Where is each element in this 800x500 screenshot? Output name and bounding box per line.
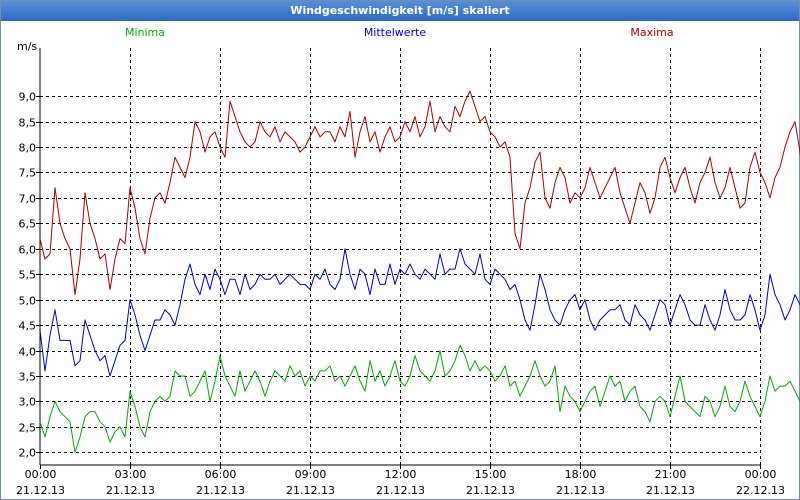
y-tick-label: 9,0 [19,91,37,104]
x-tick-date-label: 21.12.13 [106,484,155,497]
x-tick-time-label: 15:00 [475,468,507,481]
x-tick-date-label: 21.12.13 [286,484,335,497]
x-tick-time-label: 09:00 [295,468,327,481]
series-line-minima [39,344,800,453]
y-tick-label: 8,5 [19,117,37,130]
y-tick-label: 2,5 [19,422,37,435]
y-tick-label: 5,0 [19,295,37,308]
x-tick-date-label: 21.12.13 [376,484,425,497]
series-line-maxima [39,90,800,296]
x-tick-time-label: 03:00 [115,468,147,481]
x-tick-time-label: 21:00 [655,468,687,481]
series-line-mittelwerte [39,248,800,377]
y-tick-label: 7,0 [19,193,37,206]
x-tick-time-label: 12:00 [385,468,417,481]
y-tick-label: 3,0 [19,396,37,409]
legend-entry-mittelwerte: Mittelwerte [364,26,427,39]
x-tick-date-label: 21.12.13 [646,484,695,497]
y-tick-label: 4,5 [19,320,37,333]
y-tick-label: 3,5 [19,371,37,384]
x-tick-time-label: 18:00 [565,468,597,481]
legend-entry-maxima: Maxima [630,26,673,39]
wind-speed-chart: 2,0 2,5 3,0 3,5 4,0 4,5 5,0 5,5 6,0 6,5 7,0 7,5 8,0 8… [16,26,800,497]
x-tick-date-label: 21.12.13 [196,484,245,497]
x-tick-date-label: 21.12.13 [466,484,515,497]
y-tick-label: 6,5 [19,218,37,231]
x-tick-time-label: 00:00 [745,468,777,481]
y-tick-label: 6,0 [19,244,37,257]
window-title: Windgeschwindigkeit [m/s] skaliert [1,1,799,21]
y-tick-label: 7,5 [19,167,37,180]
legend-entry-minima: Minima [125,26,165,39]
x-tick-time-label: 00:00 [25,468,57,481]
x-tick-date-label: 21.12.13 [16,484,65,497]
y-tick-label: 5,5 [19,269,37,282]
y-tick-label: 4,0 [19,346,37,359]
y-tick-label: 8,0 [19,142,37,155]
x-tick-date-label: 21.12.13 [556,484,605,497]
y-tick-label: 2,0 [19,447,37,460]
x-tick-time-label: 06:00 [205,468,237,481]
x-tick-date-label: 22.12.13 [736,484,785,497]
y-axis-unit-label: m/s [17,40,37,53]
